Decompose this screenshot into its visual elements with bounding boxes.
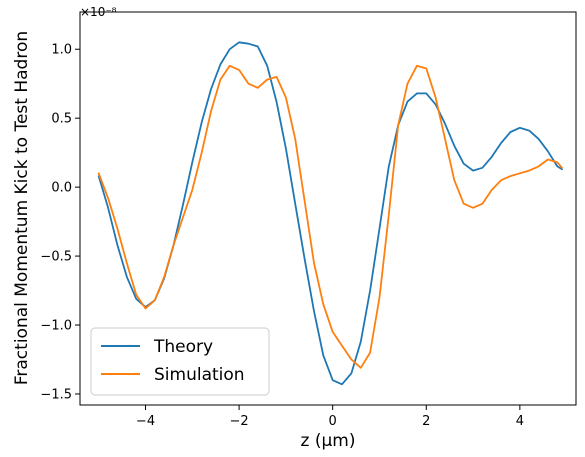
series-line-theory (97, 41, 563, 386)
x-axis-ticks: −4 −2 0 2 4 (136, 405, 524, 429)
y-axis-ticks: −1.5 −1.0 −0.5 0.0 0.5 1.0 (40, 43, 80, 402)
x-tick-label: 2 (422, 414, 430, 429)
legend-simulation-label: Simulation (154, 365, 245, 385)
x-tick-label: −4 (136, 414, 155, 429)
y-tick-label: −0.5 (40, 250, 72, 265)
legend-theory-label: Theory (153, 337, 213, 357)
y-tick-label: −1.5 (40, 387, 72, 402)
x-axis-label: z (μm) (301, 431, 356, 451)
x-tick-label: 0 (329, 414, 337, 429)
series-layer (97, 41, 563, 386)
x-tick-label: −2 (230, 414, 249, 429)
y-tick-label: 1.0 (51, 43, 72, 58)
y-tick-label: 0.5 (51, 112, 72, 127)
x-tick-label: 4 (516, 414, 524, 429)
series-line-simulation (97, 64, 563, 369)
y-tick-label: 0.0 (51, 181, 72, 196)
y-offset-label: ×10⁻⁸ (80, 5, 117, 19)
y-tick-label: −1.0 (40, 319, 72, 334)
y-axis-label: Fractional Momentum Kick to Test Hadron (12, 31, 32, 385)
legend: Theory Simulation (90, 327, 270, 396)
legend-box (90, 327, 270, 396)
